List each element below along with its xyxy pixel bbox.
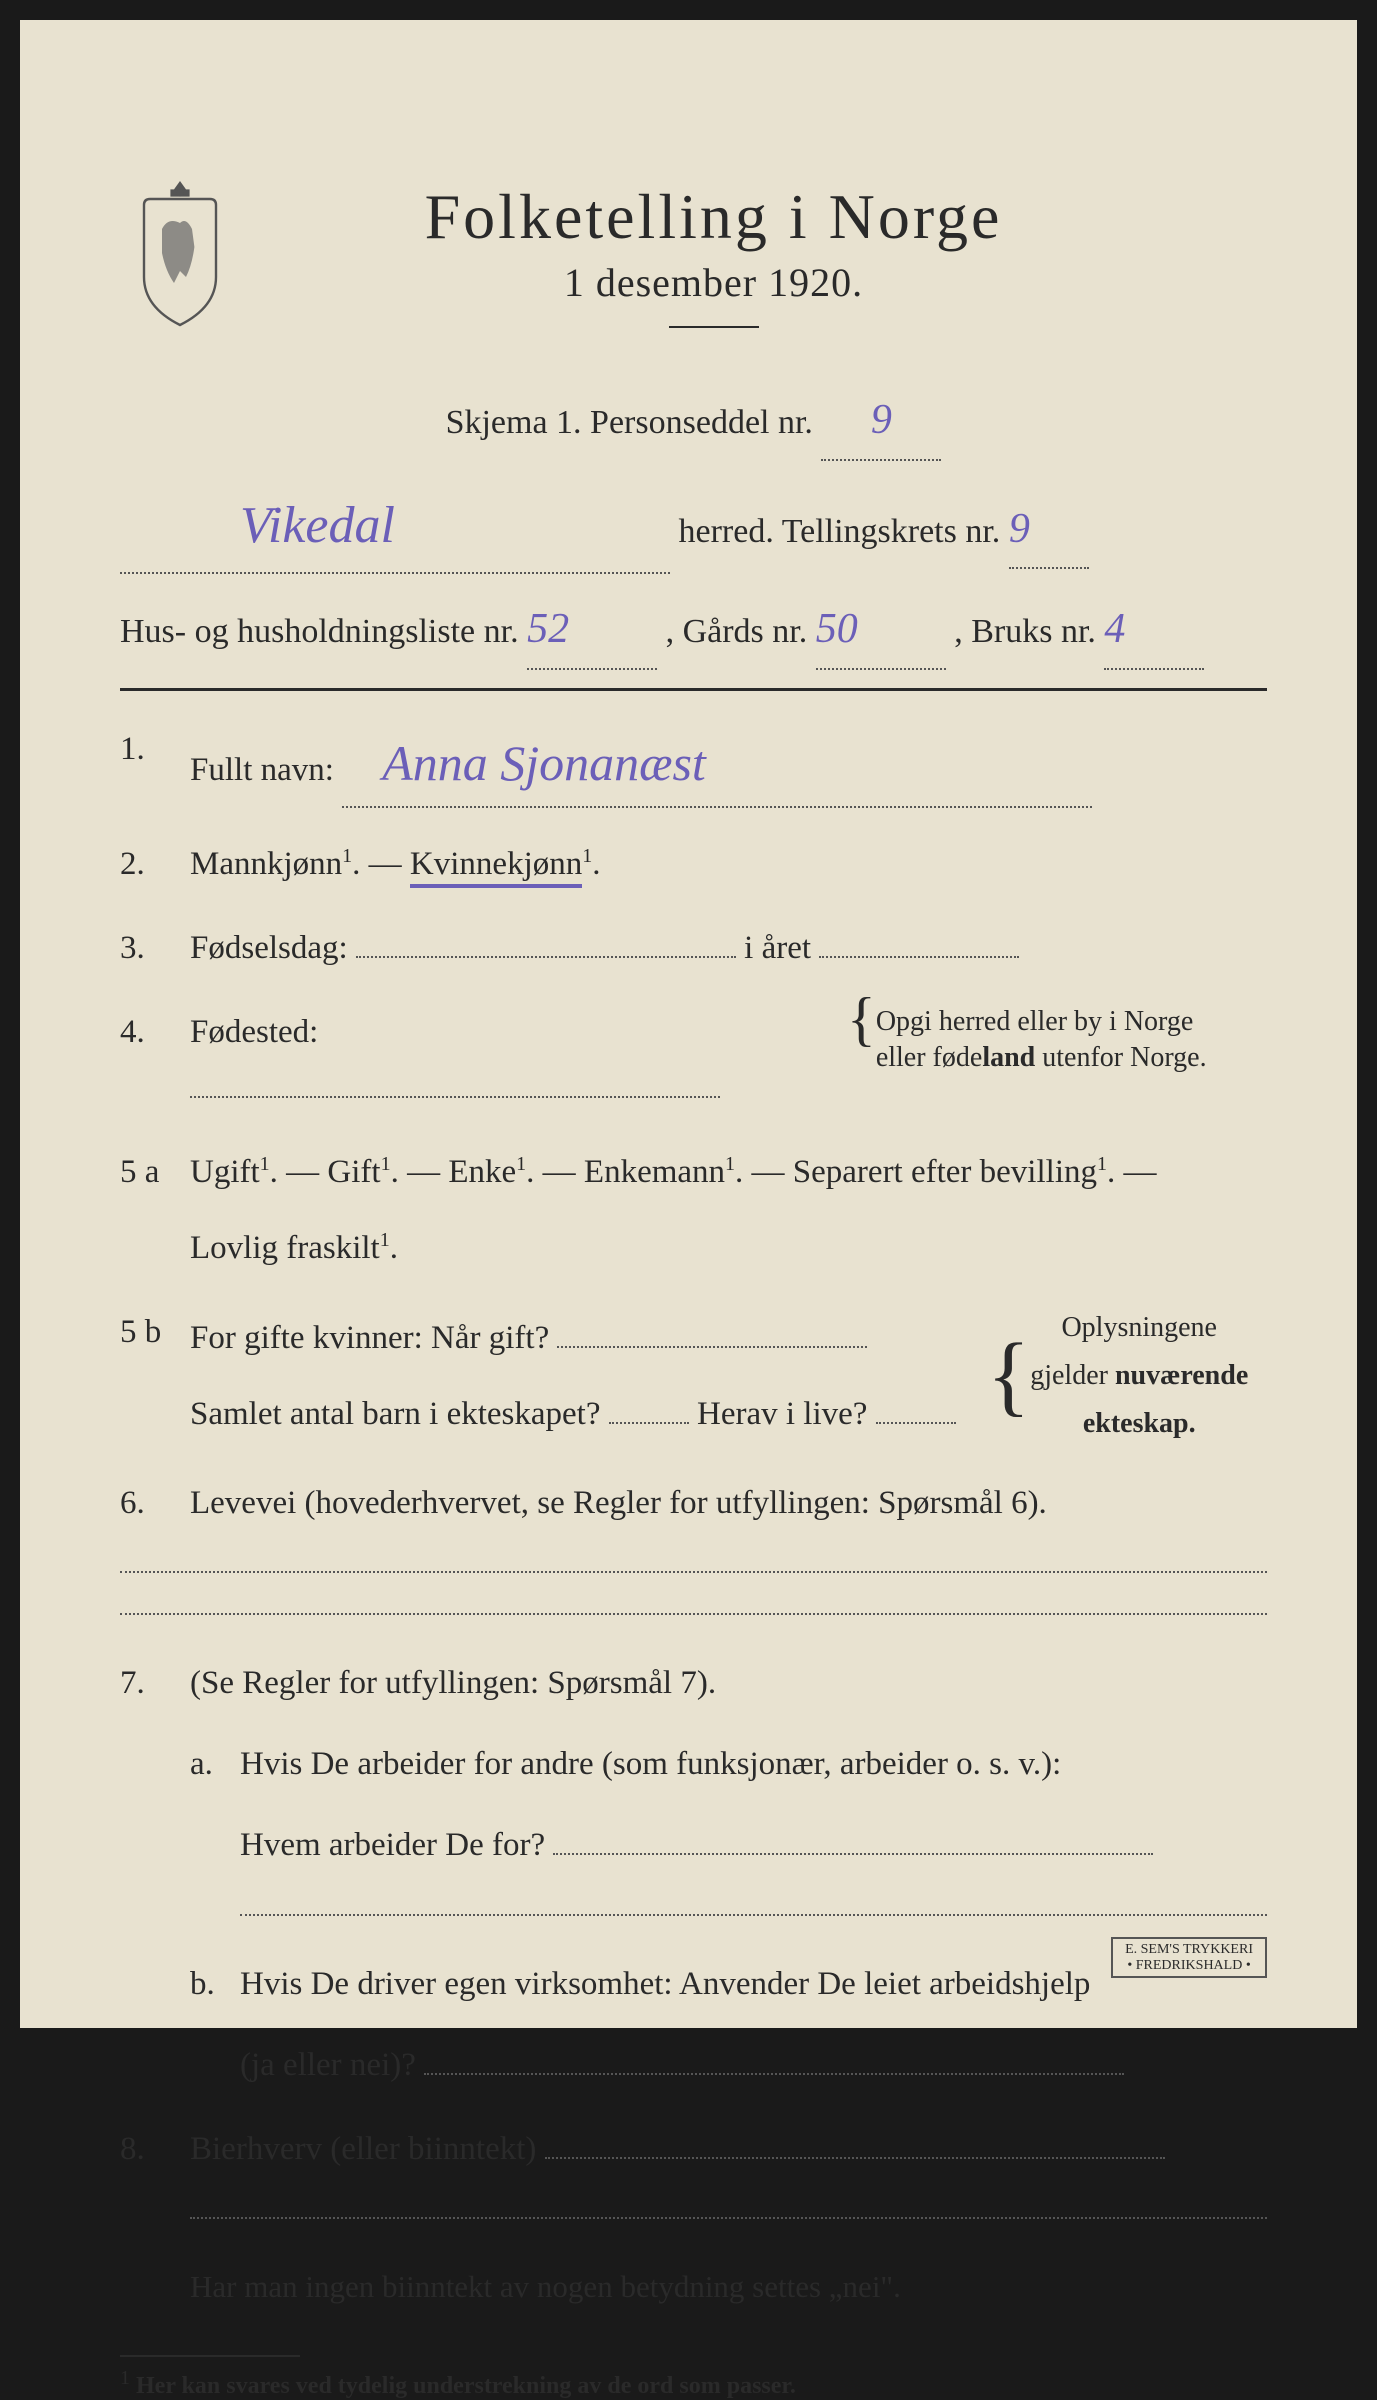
herred-value: Vikedal xyxy=(240,479,395,573)
q7a-num: a. xyxy=(190,1736,240,1873)
q1-value: Anna Sjonanæst xyxy=(382,721,706,806)
personseddel-line: Skjema 1. Personseddel nr. 9 xyxy=(120,383,1267,461)
personseddel-nr: 9 xyxy=(871,383,892,459)
herred-line: Vikedal herred. Tellingskrets nr. 9 xyxy=(120,479,1267,575)
printer-l2: • FREDRIKSHALD • xyxy=(1125,1958,1253,1973)
blank-line-6b xyxy=(120,1613,1267,1615)
q5b-l2b: Herav i live? xyxy=(697,1396,867,1432)
q3-mid: i året xyxy=(744,930,811,966)
q2-opt-b: Kvinnekjønn xyxy=(410,846,582,888)
q2-opt-a: Mannkjønn xyxy=(190,846,342,882)
bruks-nr: 4 xyxy=(1104,592,1125,668)
q4-note: { Opgi herred eller by i Norge eller fød… xyxy=(847,1004,1267,1116)
gards-label: , Gårds nr. xyxy=(666,613,808,650)
footnote-text-a: Her kan svares ved xyxy=(136,2373,338,2399)
section-divider xyxy=(120,688,1267,691)
q4-label: Fødested: xyxy=(190,1014,318,1050)
gards-nr: 50 xyxy=(816,592,858,668)
q5b-note2: gjelder nuværende xyxy=(1030,1360,1248,1391)
q4-num: 4. xyxy=(120,1004,190,1116)
q2: 2. Mannkjønn1. — Kvinnekjønn1. xyxy=(120,836,1267,892)
tail-note: Har man ingen biinntekt av nogen betydni… xyxy=(190,2259,1267,2315)
header: Folketelling i Norge 1 desember 1920. xyxy=(120,180,1267,353)
q6-text: Levevei (hovederhvervet, se Regler for u… xyxy=(190,1475,1267,1531)
blank-line-7a xyxy=(240,1914,1267,1916)
q7b-num: b. xyxy=(190,1956,240,2093)
q2-suffix: . xyxy=(592,846,600,882)
hushold-line: Hus- og husholdningsliste nr. 52 , Gårds… xyxy=(120,592,1267,670)
q3: 3. Fødselsdag: i året xyxy=(120,920,1267,976)
q6-num: 6. xyxy=(120,1475,190,1531)
q1-label: Fullt navn: xyxy=(190,752,334,788)
q3-label: Fødselsdag: xyxy=(190,930,348,966)
footnote-num: 1 xyxy=(120,2367,130,2389)
q5b-note: { Oplysningene gjelder nuværende ekteska… xyxy=(987,1304,1267,1447)
q5a-opts: Ugift1. — Gift1. — Enke1. — Enkemann1. —… xyxy=(190,1154,1156,1190)
title-block: Folketelling i Norge 1 desember 1920. xyxy=(160,180,1267,353)
q5b-note3: ekteskap. xyxy=(1083,1408,1196,1439)
footnote: 1 Her kan svares ved tydelig understrekn… xyxy=(120,2367,1267,2400)
q8-label: Bierhverv (eller biinntekt) xyxy=(190,2131,536,2167)
q7-intro: (Se Regler for utfyllingen: Spørsmål 7). xyxy=(190,1655,1267,1711)
footnote-rule xyxy=(120,2355,300,2357)
hushold-nr: 52 xyxy=(527,592,569,668)
q7: 7. (Se Regler for utfyllingen: Spørsmål … xyxy=(120,1655,1267,2092)
q3-num: 3. xyxy=(120,920,190,976)
q5b-num: 5 b xyxy=(120,1304,190,1447)
blank-line-6a xyxy=(120,1571,1267,1573)
title-divider xyxy=(669,326,759,328)
q5b: 5 b For gifte kvinner: Når gift? Samlet … xyxy=(120,1304,1267,1447)
q7-num: 7. xyxy=(120,1655,190,2092)
q5b-l2a: Samlet antal barn i ekteskapet? xyxy=(190,1396,601,1432)
bruks-label: , Bruks nr. xyxy=(954,613,1096,650)
q5a: 5 a Ugift1. — Gift1. — Enke1. — Enkemann… xyxy=(120,1144,1267,1276)
q4-note-b: eller fødeland utenfor Norge. xyxy=(876,1042,1207,1073)
q2-num: 2. xyxy=(120,836,190,892)
q5a-num: 5 a xyxy=(120,1144,190,1276)
q8: 8. Bierhverv (eller biinntekt) xyxy=(120,2121,1267,2177)
q2-sep: . — xyxy=(352,846,410,882)
date-subtitle: 1 desember 1920. xyxy=(160,259,1267,306)
herred-label: herred. Tellingskrets nr. xyxy=(679,513,1001,550)
q6: 6. Levevei (hovederhvervet, se Regler fo… xyxy=(120,1475,1267,1531)
hushold-label: Hus- og husholdningsliste nr. xyxy=(120,613,519,650)
q5b-l1: For gifte kvinner: Når gift? xyxy=(190,1320,549,1356)
printer-mark: E. SEM'S TRYKKERI • FREDRIKSHALD • xyxy=(1111,1937,1267,1978)
census-form-page: Folketelling i Norge 1 desember 1920. Sk… xyxy=(20,20,1357,2028)
q7b-l2: (ja eller nei)? xyxy=(240,2047,416,2083)
q5b-note1: Oplysningene xyxy=(1061,1312,1217,1343)
skjema-label: Skjema 1. Personseddel nr. xyxy=(446,404,813,441)
printer-l1: E. SEM'S TRYKKERI xyxy=(1125,1942,1253,1957)
q4-note-a: Opgi herred eller by i Norge xyxy=(876,1006,1194,1037)
q1: 1. Fullt navn: Anna Sjonanæst xyxy=(120,721,1267,808)
q4: 4. Fødested: { Opgi herred eller by i No… xyxy=(120,1004,1267,1116)
q7a-l2: Hvem arbeider De for? xyxy=(240,1827,545,1863)
tellingskrets-nr: 9 xyxy=(1009,492,1030,568)
footnote-bold: tydelig understrekning av de ord som pas… xyxy=(338,2373,796,2399)
q7a-l1: Hvis De arbeider for andre (som funksjon… xyxy=(240,1736,1267,1792)
q5a-line2: Lovlig fraskilt1. xyxy=(190,1220,1267,1276)
q1-num: 1. xyxy=(120,721,190,808)
q8-num: 8. xyxy=(120,2121,190,2177)
main-title: Folketelling i Norge xyxy=(160,180,1267,254)
blank-line-8 xyxy=(190,2217,1267,2219)
